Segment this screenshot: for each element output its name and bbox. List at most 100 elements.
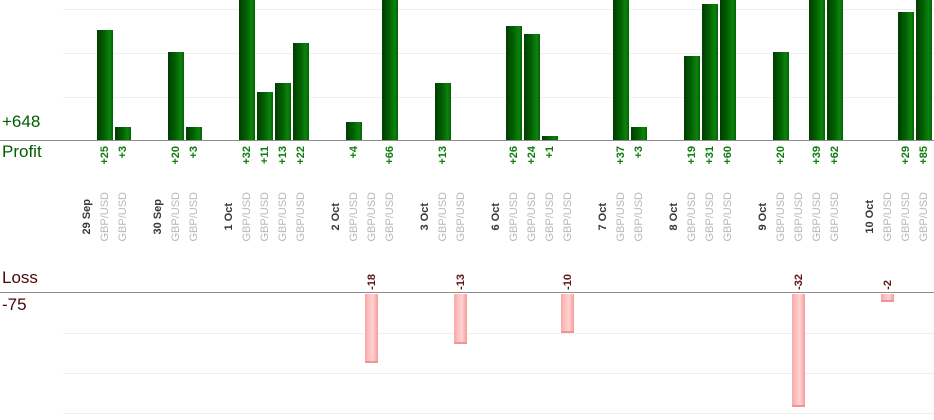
chart-column: -18 GBP/USD bbox=[363, 0, 381, 420]
date-label-strip: 3 Oct bbox=[416, 186, 434, 248]
chart-column: +37 GBP/USD bbox=[612, 0, 630, 420]
date-label: 1 Oct bbox=[223, 203, 235, 231]
instrument-label-strip: GBP/USD bbox=[612, 186, 630, 248]
instrument-label-strip: GBP/USD bbox=[915, 186, 933, 248]
date-label: 6 Oct bbox=[490, 203, 502, 231]
profit-value-label: +37 bbox=[615, 146, 627, 165]
chart-column: +66 GBP/USD bbox=[381, 0, 399, 420]
profit-value-label: +3 bbox=[117, 146, 129, 159]
profit-bar bbox=[435, 83, 451, 140]
chart-column: +13 GBP/USD bbox=[434, 0, 452, 420]
date-group: 29 Sep +25 GBP/USD +3 GBP/USD bbox=[78, 0, 132, 420]
chart-column: +1 GBP/USD bbox=[541, 0, 559, 420]
loss-bar bbox=[881, 294, 894, 302]
date-group: 30 Sep +20 GBP/USD +3 GBP/USD bbox=[149, 0, 203, 420]
profit-value-label: +31 bbox=[704, 146, 716, 165]
chart-column: +60 GBP/USD bbox=[719, 0, 737, 420]
instrument-label-strip: GBP/USD bbox=[434, 186, 452, 248]
chart-column: 7 Oct bbox=[594, 0, 612, 420]
chart-column: -13 GBP/USD bbox=[452, 0, 470, 420]
profit-bar bbox=[684, 56, 700, 140]
loss-value-label: -2 bbox=[882, 280, 894, 290]
instrument-label: GBP/USD bbox=[117, 192, 129, 242]
instrument-label: GBP/USD bbox=[562, 192, 574, 242]
profit-value-label: +32 bbox=[241, 146, 253, 165]
chart-column: +29 GBP/USD bbox=[897, 0, 915, 420]
instrument-label-strip: GBP/USD bbox=[505, 186, 523, 248]
instrument-label: GBP/USD bbox=[295, 192, 307, 242]
profit-value-label: +22 bbox=[295, 146, 307, 165]
profit-value-label: +85 bbox=[918, 146, 930, 165]
profit-bar bbox=[346, 122, 362, 140]
instrument-label-strip: GBP/USD bbox=[826, 186, 844, 248]
instrument-label: GBP/USD bbox=[686, 192, 698, 242]
date-label-strip: 1 Oct bbox=[220, 186, 238, 248]
instrument-label: GBP/USD bbox=[918, 192, 930, 242]
chart-column: 3 Oct bbox=[416, 0, 434, 420]
profit-value-label: +19 bbox=[686, 146, 698, 165]
date-label: 30 Sep bbox=[152, 199, 164, 235]
date-group: 10 Oct -2 GBP/USD +29 GBP/USD +85 GBP/USD bbox=[861, 0, 933, 420]
profit-value-label: +39 bbox=[811, 146, 823, 165]
profit-bar bbox=[631, 127, 647, 140]
date-label: 8 Oct bbox=[668, 203, 680, 231]
chart-column: 1 Oct bbox=[220, 0, 238, 420]
profit-value-label: +11 bbox=[259, 146, 271, 165]
chart-column: +25 GBP/USD bbox=[96, 0, 114, 420]
date-label-strip: 29 Sep bbox=[78, 186, 96, 248]
instrument-label: GBP/USD bbox=[259, 192, 271, 242]
instrument-label: GBP/USD bbox=[384, 192, 396, 242]
profit-bar bbox=[257, 92, 273, 140]
chart-column: +31 GBP/USD bbox=[701, 0, 719, 420]
date-label: 9 Oct bbox=[757, 203, 769, 231]
profit-bar bbox=[275, 83, 291, 140]
date-group: 8 Oct +19 GBP/USD +31 GBP/USD +60 GBP/USD bbox=[665, 0, 737, 420]
chart-column: +85 GBP/USD bbox=[915, 0, 933, 420]
instrument-label-strip: GBP/USD bbox=[772, 186, 790, 248]
instrument-label-strip: GBP/USD bbox=[345, 186, 363, 248]
profit-value-label: +4 bbox=[348, 146, 360, 159]
chart-column: 9 Oct bbox=[754, 0, 772, 420]
instrument-label-strip: GBP/USD bbox=[274, 186, 292, 248]
instrument-label: GBP/USD bbox=[793, 192, 805, 242]
date-label-strip: 7 Oct bbox=[594, 186, 612, 248]
instrument-label: GBP/USD bbox=[615, 192, 627, 242]
date-label: 10 Oct bbox=[864, 200, 876, 234]
instrument-label: GBP/USD bbox=[508, 192, 520, 242]
date-group: 6 Oct +26 GBP/USD +24 GBP/USD +1 GBP/USD -10 GBP… bbox=[487, 0, 577, 420]
profit-bar bbox=[827, 0, 843, 140]
instrument-label-strip: GBP/USD bbox=[630, 186, 648, 248]
instrument-label-strip: GBP/USD bbox=[523, 186, 541, 248]
instrument-label-strip: GBP/USD bbox=[256, 186, 274, 248]
date-label-strip: 30 Sep bbox=[149, 186, 167, 248]
date-group: 1 Oct +32 GBP/USD +11 GBP/USD +13 GBP/USD +22 GB… bbox=[220, 0, 310, 420]
instrument-label: GBP/USD bbox=[277, 192, 289, 242]
date-label-strip: 9 Oct bbox=[754, 186, 772, 248]
date-group: 7 Oct +37 GBP/USD +3 GBP/USD bbox=[594, 0, 648, 420]
instrument-label-strip: GBP/USD bbox=[808, 186, 826, 248]
chart-column: +20 GBP/USD bbox=[772, 0, 790, 420]
chart-column: +19 GBP/USD bbox=[683, 0, 701, 420]
chart-column: +62 GBP/USD bbox=[826, 0, 844, 420]
date-label-strip: 10 Oct bbox=[861, 186, 879, 248]
profit-value-label: +3 bbox=[633, 146, 645, 159]
date-label-strip: 8 Oct bbox=[665, 186, 683, 248]
loss-value-label: -18 bbox=[366, 274, 378, 290]
chart-column: +11 GBP/USD bbox=[256, 0, 274, 420]
chart-column: 6 Oct bbox=[487, 0, 505, 420]
profit-value-label: +20 bbox=[170, 146, 182, 165]
instrument-label-strip: GBP/USD bbox=[238, 186, 256, 248]
instrument-label-strip: GBP/USD bbox=[559, 186, 577, 248]
profit-bar bbox=[524, 34, 540, 140]
profit-value-label: +13 bbox=[437, 146, 449, 165]
loss-axis-label: Loss bbox=[2, 268, 38, 287]
profit-value-label: +26 bbox=[508, 146, 520, 165]
bar-columns: 29 Sep +25 GBP/USD +3 GBP/USD 30 Sep +20 GBP/US… bbox=[78, 0, 933, 420]
instrument-label-strip: GBP/USD bbox=[541, 186, 559, 248]
instrument-label-strip: GBP/USD bbox=[381, 186, 399, 248]
date-group: 2 Oct +4 GBP/USD -18 GBP/USD +66 GBP/USD bbox=[327, 0, 399, 420]
instrument-label: GBP/USD bbox=[188, 192, 200, 242]
date-label: 2 Oct bbox=[330, 203, 342, 231]
profit-bar bbox=[773, 52, 789, 140]
